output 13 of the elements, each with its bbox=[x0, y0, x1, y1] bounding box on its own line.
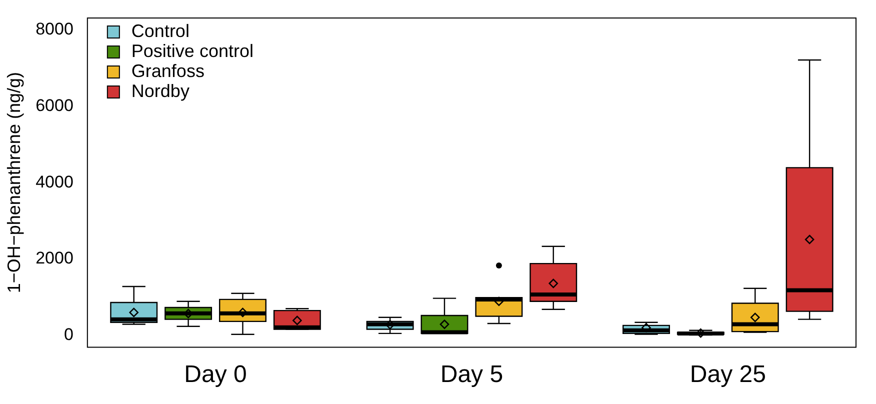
y-tick-label: 0 bbox=[64, 325, 74, 344]
y-tick-label: 2000 bbox=[36, 248, 74, 268]
x-tick-label: Day 0 bbox=[184, 361, 247, 388]
y-tick-label: 8000 bbox=[36, 20, 74, 39]
y-tick-label: 6000 bbox=[36, 96, 74, 115]
legend-label: Granfoss bbox=[131, 60, 204, 81]
legend-label: Nordby bbox=[131, 80, 190, 101]
x-tick-label: Day 25 bbox=[690, 361, 766, 388]
x-tick-label: Day 5 bbox=[440, 361, 504, 388]
y-tick-label: 4000 bbox=[36, 172, 74, 192]
legend-label: Positive control bbox=[131, 40, 254, 61]
legend-label: Control bbox=[131, 20, 190, 41]
y-axis-title: 1−OH−phenanthrene (ng/g) bbox=[4, 72, 24, 294]
